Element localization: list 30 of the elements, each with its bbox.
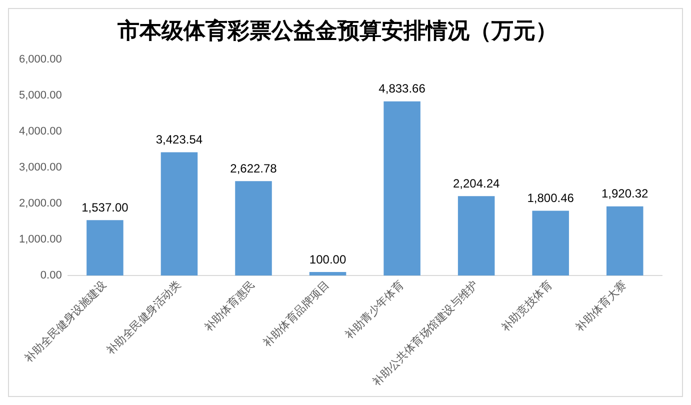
x-tick-label: 补助体育品牌项目 [260,278,332,350]
data-label: 4,833.66 [378,82,426,96]
y-tick-label: 5,000.00 [18,89,62,102]
bar [160,152,198,276]
y-tick-label: 1,000.00 [18,234,62,246]
bar [235,181,272,276]
chart-title: 市本级体育彩票公益金预算安排情况（万元） [116,18,558,44]
x-tick-label: 补助全民健身活动类 [104,278,184,358]
y-tick-label: 0.00 [40,270,62,282]
data-label: 100.00 [309,252,346,266]
y-tick-label: 3,000.00 [18,162,62,174]
data-label: 1,920.32 [602,186,649,201]
x-tick-label: 补助竞技体育 [498,278,555,334]
bar [384,101,420,276]
bar [309,272,346,276]
data-label: 2,622.78 [230,161,278,176]
bar [532,210,569,276]
x-tick-label: 补助体育惠民 [202,278,258,334]
y-tick-label: 4,000.00 [18,125,62,138]
y-tick-label: 2,000.00 [18,198,62,210]
y-tick-label: 6,000.00 [18,53,62,66]
x-tick-label: 补助体育大赛 [573,278,630,334]
x-tick-label: 补助青少年体育 [342,278,406,342]
data-label: 3,423.54 [156,132,203,147]
data-label: 1,800.46 [527,191,574,205]
bar [86,220,124,276]
data-label: 2,204.24 [452,176,500,190]
bar [458,196,495,276]
bar [606,206,644,276]
data-label: 1,537.00 [82,200,129,214]
